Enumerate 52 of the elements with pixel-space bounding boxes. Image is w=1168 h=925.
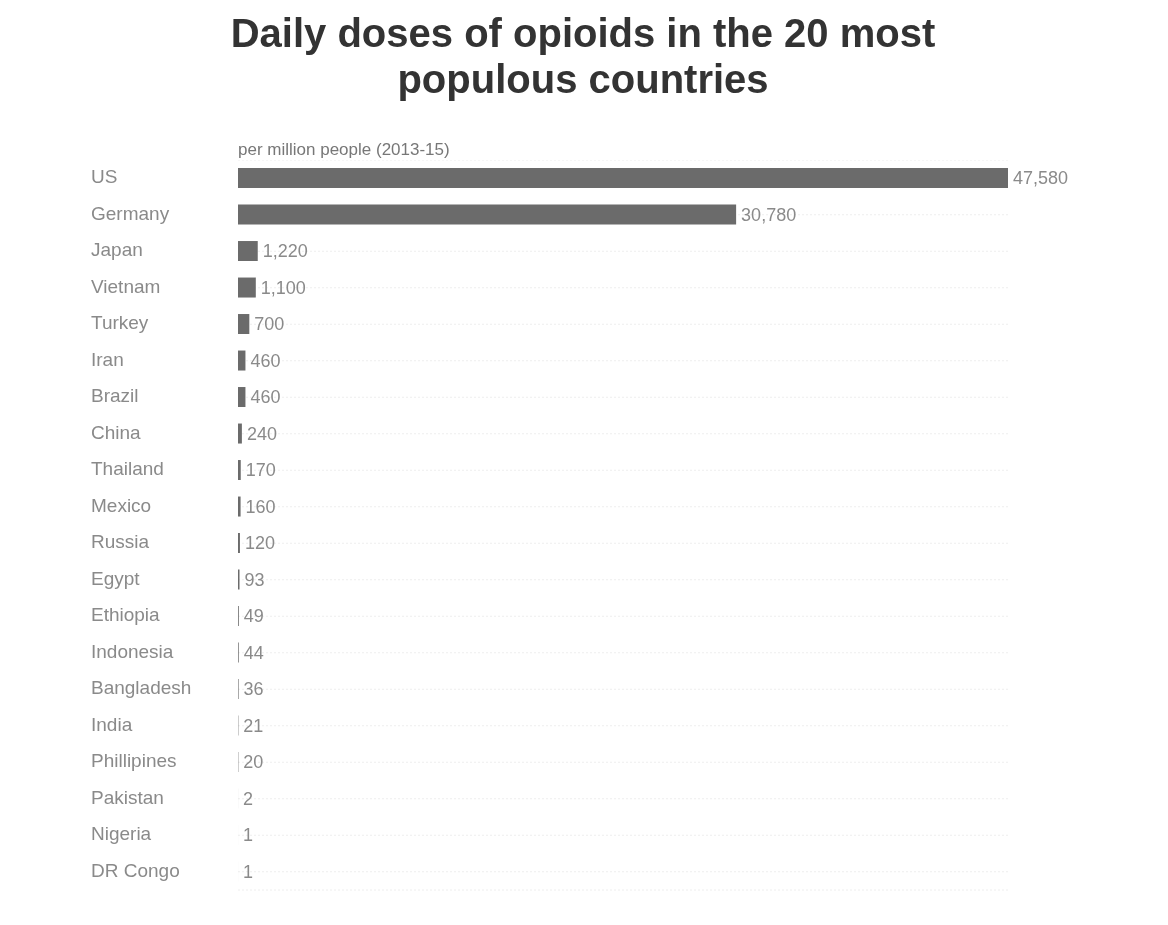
y-tick-label: Turkey <box>91 312 149 334</box>
data-label: 160 <box>245 496 276 517</box>
y-tick-label: Nigeria <box>91 823 152 845</box>
bar <box>238 241 258 262</box>
y-tick-label: Brazil <box>91 385 139 407</box>
bar <box>238 314 250 335</box>
data-label: 1 <box>243 825 254 846</box>
chart-title: Daily doses of opioids in the 20 most populous countries <box>229 10 937 102</box>
y-tick-label: Iran <box>91 348 124 370</box>
y-tick-label: Phillipines <box>91 750 177 772</box>
data-label: 47,580 <box>1013 168 1069 189</box>
data-label: 36 <box>243 679 264 700</box>
bar <box>238 168 1008 189</box>
y-tick-label: Egypt <box>91 567 141 589</box>
bar <box>238 496 241 517</box>
data-label: 1 <box>243 861 254 882</box>
bar <box>238 350 246 371</box>
bar <box>238 204 737 225</box>
y-tick-label: Thailand <box>91 458 164 480</box>
chart-subtitle: per million people (2013-15) <box>238 140 451 160</box>
data-label: 460 <box>250 350 281 371</box>
data-label: 700 <box>254 314 285 335</box>
data-label: 240 <box>246 423 277 444</box>
y-tick-label: Mexico <box>91 494 152 516</box>
bar <box>238 277 256 298</box>
y-tick-label: Russia <box>91 531 150 553</box>
y-tick-label: Bangladesh <box>91 677 192 699</box>
bar <box>238 460 241 481</box>
bar <box>238 387 246 408</box>
data-label: 49 <box>243 606 264 627</box>
y-tick-label: DR Congo <box>91 859 180 881</box>
y-tick-label: Vietnam <box>91 275 161 297</box>
data-label: 170 <box>245 460 276 481</box>
y-tick-label: Pakistan <box>91 786 164 808</box>
y-tick-label: India <box>91 713 133 735</box>
y-tick-label: Germany <box>91 202 170 224</box>
data-label: 44 <box>243 642 264 663</box>
y-tick-label: China <box>91 421 142 443</box>
bar <box>238 423 242 444</box>
data-label: 21 <box>243 715 264 736</box>
y-tick-label: Indonesia <box>91 640 174 662</box>
data-label: 1,100 <box>260 277 306 298</box>
data-label: 93 <box>244 569 265 590</box>
data-label: 30,780 <box>741 204 797 225</box>
y-tick-label: Japan <box>91 239 143 261</box>
y-tick-label: Ethiopia <box>91 604 161 626</box>
data-label: 20 <box>243 752 264 773</box>
data-label: 120 <box>244 533 275 554</box>
y-tick-label: US <box>91 166 118 188</box>
data-label: 460 <box>250 387 281 408</box>
data-label: 2 <box>243 788 254 809</box>
data-label: 1,220 <box>262 241 308 262</box>
